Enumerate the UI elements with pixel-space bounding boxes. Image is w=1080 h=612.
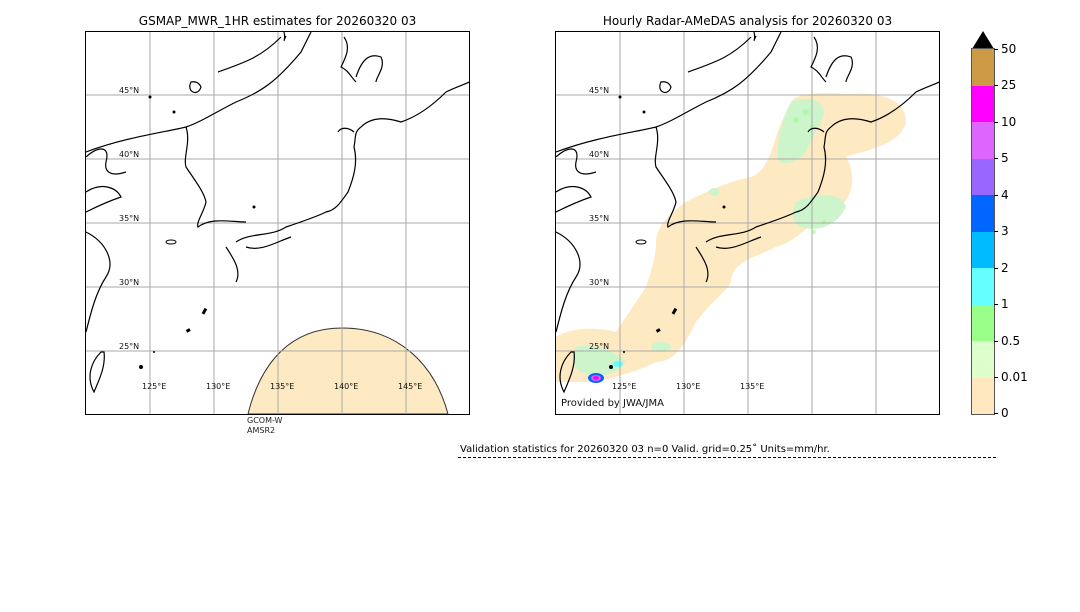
colorbar-extend-arrow	[972, 31, 994, 49]
colorbar-label: 0	[1001, 406, 1009, 420]
lon-label-135: 135°E	[270, 382, 294, 391]
lon-label-140: 140°E	[334, 382, 358, 391]
lon-label-130: 130°E	[676, 382, 700, 391]
left-map-title: GSMAP_MWR_1HR estimates for 20260320 03	[138, 14, 417, 28]
gsmap-estimates-map: 45°N 40°N 35°N 30°N 25°N 125°E 130°E 135…	[85, 31, 470, 415]
sensor-name: AMSR2	[247, 426, 276, 435]
validation-divider	[458, 457, 996, 458]
colorbar-label: 50	[1001, 42, 1017, 56]
left-map-canvas: 45°N 40°N 35°N 30°N 25°N 125°E 130°E 135…	[86, 32, 469, 414]
colorbar-label: 10	[1001, 115, 1017, 129]
lon-label-135: 135°E	[740, 382, 764, 391]
lat-label-25: 25°N	[589, 342, 609, 351]
lat-label-25: 25°N	[119, 342, 139, 351]
lat-label-45: 45°N	[589, 86, 609, 95]
coastlines	[556, 32, 939, 394]
lat-label-30: 30°N	[119, 278, 139, 287]
colorbar-label: 4	[1001, 188, 1009, 202]
colorbar	[971, 48, 995, 415]
colorbar-label: 0.5	[1001, 334, 1021, 348]
coastlines	[86, 32, 469, 394]
lat-label-40: 40°N	[119, 150, 139, 159]
lon-label-130: 130°E	[206, 382, 230, 391]
lat-label-45: 45°N	[119, 86, 139, 95]
radar-amedas-map: 45°N 40°N 35°N 30°N 25°N 125°E 130°E 135…	[555, 31, 940, 415]
lat-label-30: 30°N	[589, 278, 609, 287]
colorbar-label: 5	[1001, 151, 1009, 165]
lat-label-40: 40°N	[589, 150, 609, 159]
colorbar-label: 1	[1001, 297, 1009, 311]
lon-label-125: 125°E	[612, 382, 636, 391]
colorbar-label: 3	[1001, 224, 1009, 238]
colorbar-label: 25	[1001, 78, 1017, 92]
data-credit: Provided by JWA/JMA	[561, 398, 664, 409]
colorbar-label: 0.01	[1001, 370, 1028, 384]
satellite-name: GCOM-W	[247, 416, 283, 425]
satellite-label: GCOM-W AMSR2	[247, 416, 282, 436]
lon-label-145: 145°E	[398, 382, 422, 391]
lat-label-35: 35°N	[589, 214, 609, 223]
lon-label-125: 125°E	[142, 382, 166, 391]
colorbar-label: 2	[1001, 261, 1009, 275]
lat-label-35: 35°N	[119, 214, 139, 223]
right-map-title: Hourly Radar-AMeDAS analysis for 2026032…	[602, 14, 893, 28]
validation-statistics: Validation statistics for 20260320 03 n=…	[460, 444, 830, 455]
right-map-canvas: 45°N 40°N 35°N 30°N 25°N 125°E 130°E 135…	[556, 32, 939, 414]
